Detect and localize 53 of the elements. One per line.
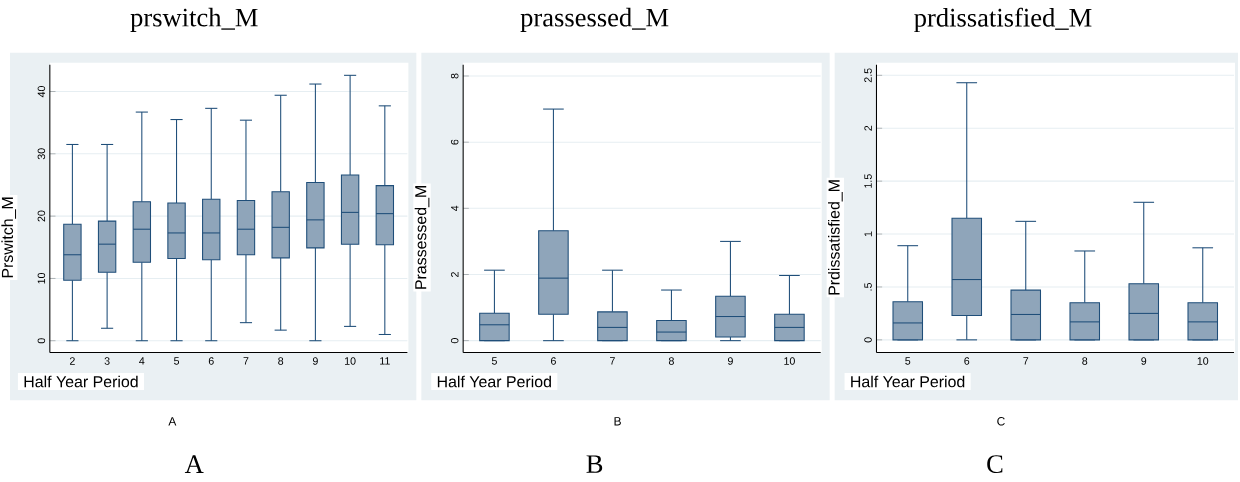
x-tick-label: 11: [380, 357, 390, 365]
x-tick-label: 8: [278, 357, 284, 365]
y-tick-label: 30: [37, 148, 46, 160]
x-axis-title: Half Year Period: [851, 375, 965, 388]
y-axis-title: Prswitch_M: [1, 197, 17, 278]
x-tick-label: 3: [104, 357, 110, 365]
x-tick-label: 9: [1141, 357, 1147, 365]
y-tick-label: 8: [450, 73, 459, 79]
y-tick-label: 0: [450, 338, 459, 344]
y-axis-title: Prassessed_M: [414, 186, 430, 289]
chart-title: prassessed_M: [520, 7, 669, 32]
y-tick-label: 20: [37, 210, 46, 222]
y-tick-label: 2.5: [864, 68, 872, 83]
y-tick-label: 10: [37, 272, 46, 284]
y-tick-label: 4: [451, 205, 459, 212]
x-tick-label: 5: [905, 357, 911, 365]
x-tick-label: 7: [243, 357, 249, 365]
x-tick-label: 7: [610, 357, 615, 365]
x-tick-label: 10: [784, 357, 795, 365]
x-tick-label: 8: [668, 357, 674, 365]
x-tick-label: 9: [312, 357, 318, 365]
y-tick-label: 2: [864, 125, 872, 131]
text: B: [614, 417, 621, 426]
y-tick-label: 0: [37, 338, 46, 344]
x-tick-label: 4: [139, 357, 145, 365]
x-tick-label: 5: [491, 357, 497, 365]
x-axis-title: Half Year Period: [24, 375, 138, 388]
x-tick-label: 6: [208, 357, 214, 365]
text: C: [997, 417, 1005, 426]
y-tick-label: .5: [864, 282, 872, 291]
x-tick-label: 9: [727, 357, 733, 365]
x-tick-label: 6: [551, 357, 556, 365]
text: A: [184, 455, 204, 473]
y-axis-title: Prdissatisfied_M: [828, 180, 843, 295]
x-axis-title: Half Year Period: [437, 375, 551, 388]
y-tick-label: 40: [37, 86, 46, 98]
text: C: [987, 455, 1003, 474]
x-tick-label: 2: [69, 357, 75, 365]
chart-title: prdissatisfied_M: [914, 7, 1092, 33]
x-tick-label: 7: [1023, 357, 1029, 365]
text: A: [168, 417, 177, 426]
y-tick-label: 1: [864, 231, 872, 237]
y-tick-label: 1.5: [864, 174, 872, 188]
text: B: [586, 455, 603, 473]
x-tick-label: 6: [964, 357, 970, 365]
y-tick-label: 2: [451, 272, 459, 277]
x-tick-label: 5: [174, 357, 180, 365]
x-tick-label: 10: [1197, 357, 1209, 365]
chart-title: prswitch_M: [130, 7, 258, 32]
x-tick-label: 8: [1082, 357, 1088, 365]
y-tick-label: 6: [450, 139, 459, 145]
y-tick-label: 0: [864, 337, 872, 343]
x-tick-label: 10: [345, 357, 356, 365]
